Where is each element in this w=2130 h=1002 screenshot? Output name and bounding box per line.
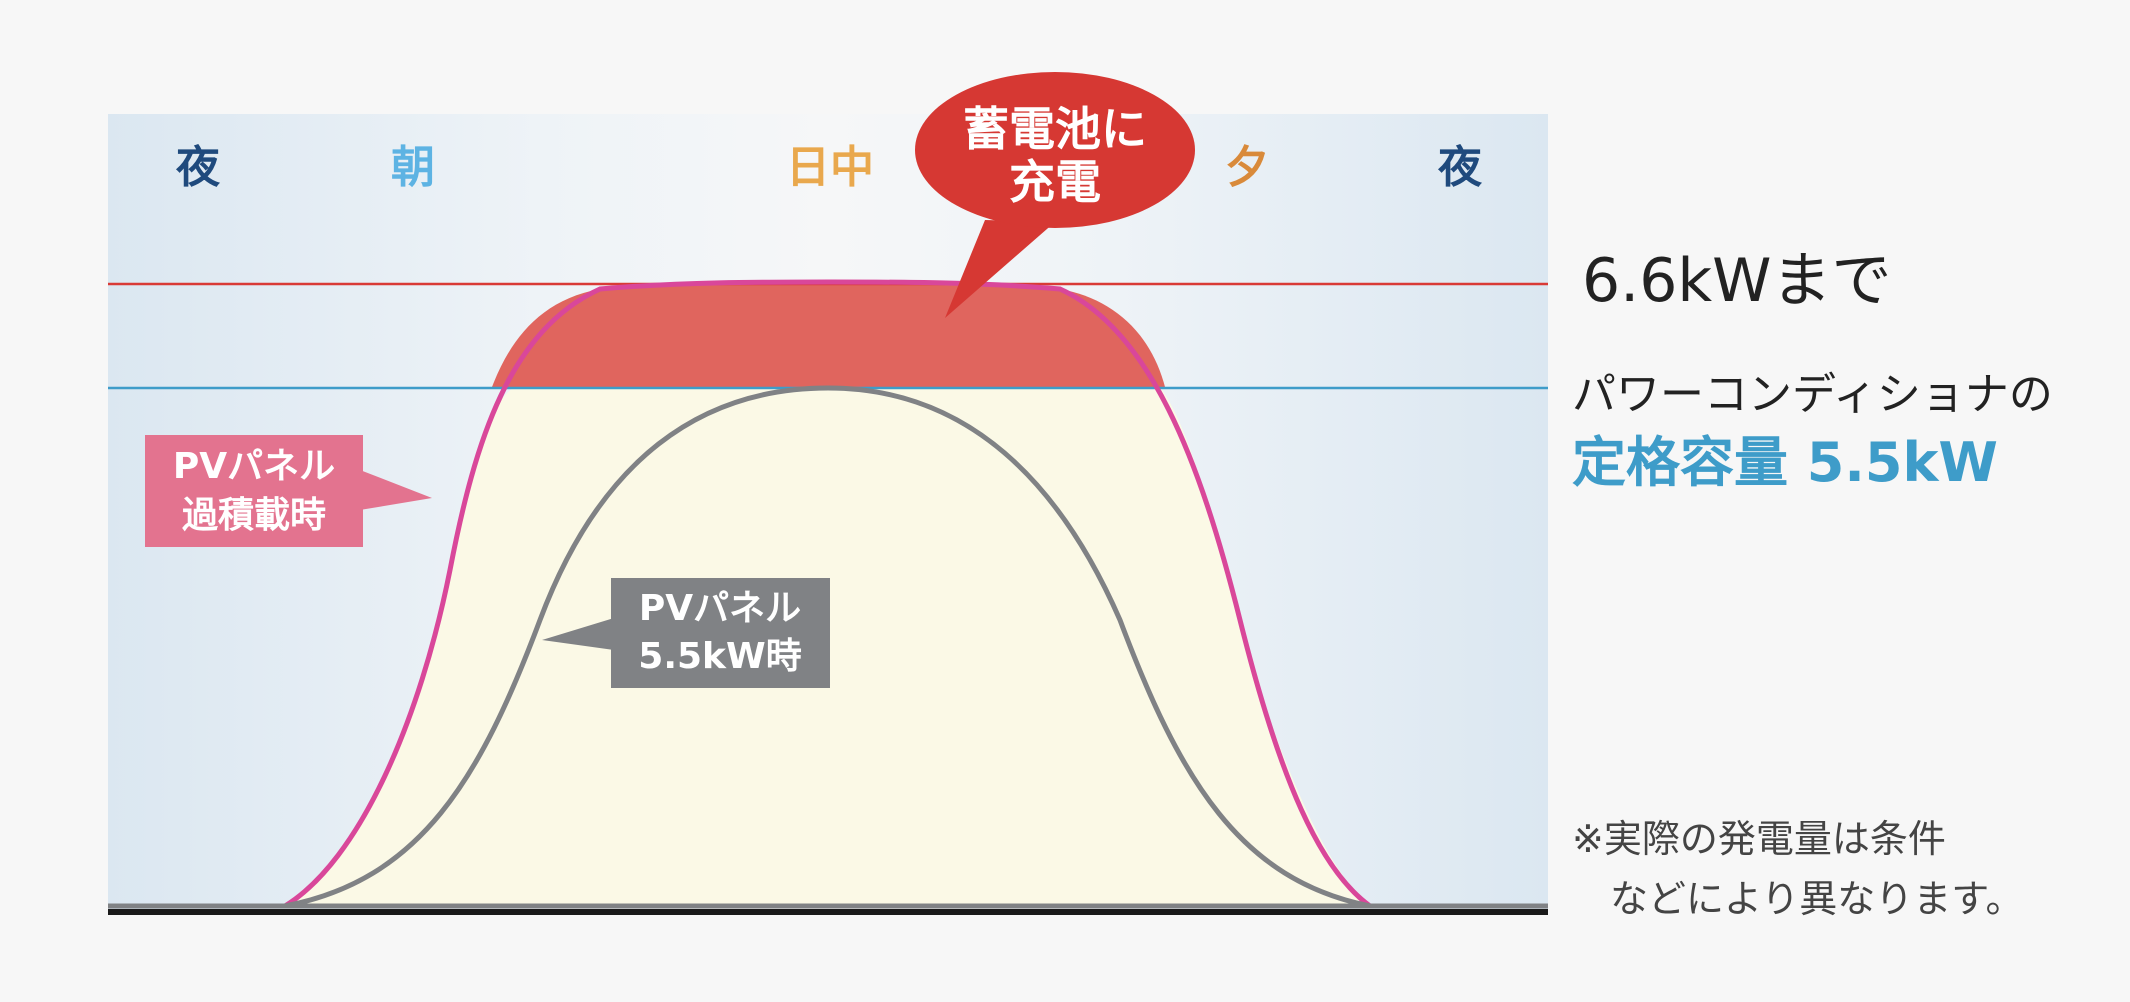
footnote-line2: などにより異なります。 <box>1610 877 2024 921</box>
battery-callout-line2: 充電 <box>1009 155 1101 209</box>
pv-overload-pointer <box>360 470 432 510</box>
battery-charge-callout: 蓄電池に 充電 <box>915 72 1195 318</box>
rated-capacity-label: パワーコンディショナの <box>1572 369 2053 420</box>
pv-overload-callout: PVパネル 過積載時 <box>145 435 432 547</box>
pv-standard-line1: PVパネル <box>639 588 801 629</box>
time-label-night-start: 夜 <box>175 142 221 193</box>
pv-overload-curve <box>283 279 1372 909</box>
battery-callout-line1: 蓄電池に <box>963 102 1147 156</box>
pv-overload-line2: 過積載時 <box>182 495 326 536</box>
pv-standard-callout: PVパネル 5.5kW時 <box>542 578 830 688</box>
battery-callout-pointer <box>945 220 1055 318</box>
pv-overload-box <box>145 435 363 547</box>
pv-standard-line2: 5.5kW時 <box>638 636 801 677</box>
battery-callout-bubble <box>915 72 1195 228</box>
pv-standard-curve <box>284 385 1371 909</box>
time-label-daytime: 日中 <box>786 142 874 193</box>
pv-standard-box <box>611 578 830 688</box>
rated-capacity-value: 定格容量 5.5kW <box>1572 431 1998 494</box>
time-label-night-end: 夜 <box>1437 142 1483 193</box>
footnote-line1: ※実際の発電量は条件 <box>1572 817 1946 861</box>
pv-standard-pointer <box>542 618 614 650</box>
time-label-evening: 夕 <box>1225 142 1269 193</box>
time-label-morning: 朝 <box>391 142 435 193</box>
battery-charge-area <box>492 282 1165 387</box>
limit-label: 6.6kWまで <box>1582 246 1892 316</box>
pv-overload-line1: PVパネル <box>173 446 335 487</box>
